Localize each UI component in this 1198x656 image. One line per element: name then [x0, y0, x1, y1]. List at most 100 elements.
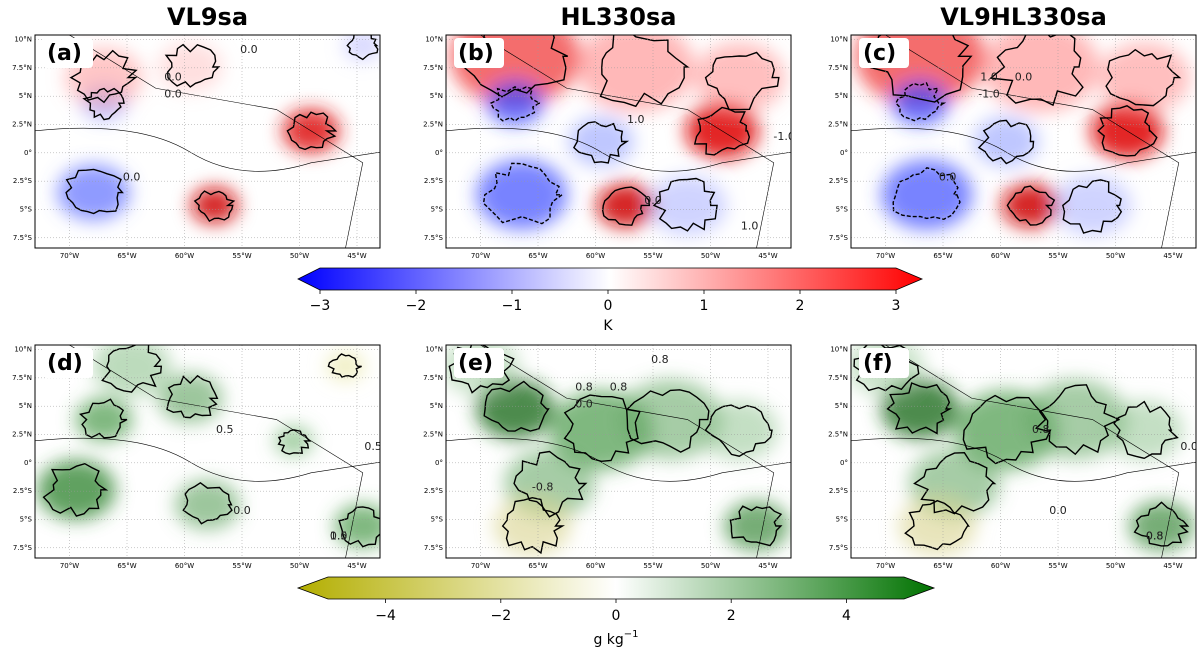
contour-label: 1.0 — [330, 530, 348, 543]
y-tick-label: 2.5°N — [12, 431, 32, 439]
field-blob — [92, 345, 171, 397]
panel-label-box — [859, 38, 909, 68]
x-tick-label: 60°W — [586, 562, 605, 570]
panel-label: (e) — [458, 351, 493, 376]
panel-frame — [850, 34, 1197, 249]
contour — [962, 394, 1052, 465]
contour — [729, 505, 783, 547]
panel-frame — [34, 34, 381, 249]
coastline — [446, 127, 791, 172]
x-tick-label: 65°W — [933, 252, 952, 260]
field — [446, 345, 789, 557]
contour — [482, 162, 565, 225]
contour-label: 0.8 — [610, 381, 628, 394]
contour — [82, 87, 125, 121]
y-tick-label: 2.5°S — [424, 177, 444, 185]
contour-label: 0.0 — [1180, 440, 1198, 453]
y-tick-label: 2.5°N — [423, 121, 443, 129]
y-tick-label: 2.5°S — [829, 487, 849, 495]
contour — [1006, 185, 1056, 226]
contour — [1062, 179, 1123, 234]
contour-label: 0.0 — [164, 71, 182, 84]
x-tick-label: 65°W — [528, 562, 547, 570]
x-tick-label: 50°W — [290, 252, 309, 260]
y-tick-label: 5°N — [835, 92, 848, 100]
panel-label-box — [43, 38, 93, 68]
contour — [166, 374, 219, 419]
x-tick-label: 70°W — [876, 562, 895, 570]
units-base: K — [603, 318, 613, 334]
contour — [599, 35, 690, 108]
contour-label: 0.0 — [1049, 504, 1067, 517]
x-tick-label: 65°W — [933, 562, 952, 570]
contour-label: 0.0 — [939, 171, 957, 184]
field-blob — [898, 496, 977, 557]
contour — [101, 345, 163, 393]
contour — [704, 404, 773, 457]
y-tick-label: 2.5°S — [424, 487, 444, 495]
map-panel: 0.8 -0.8 0.8 0.8 0.0 — [446, 345, 791, 558]
field-blob — [334, 504, 380, 549]
y-tick-label: 0° — [24, 459, 32, 467]
x-tick-label: 60°W — [991, 562, 1010, 570]
colorbar — [296, 576, 936, 600]
contour — [895, 82, 947, 122]
y-tick-label: 7.5°S — [424, 234, 444, 242]
colorbar-units: K — [603, 318, 613, 334]
map-panel: -1.0 1.0 0.0 1.0 — [446, 35, 791, 248]
x-tick-label: 55°W — [1048, 252, 1067, 260]
y-tick-label: 2.5°N — [828, 121, 848, 129]
contour — [327, 353, 362, 378]
panel-label: (d) — [47, 351, 83, 376]
contour — [483, 380, 550, 432]
x-tick-label: 60°W — [175, 562, 194, 570]
x-tick-label: 50°W — [701, 252, 720, 260]
y-tick-label: 7.5°N — [12, 64, 32, 72]
y-tick-label: 7.5°S — [13, 544, 33, 552]
contour-label: 1.0 — [627, 113, 645, 126]
x-tick-label: 60°W — [175, 252, 194, 260]
contour-label: -1.0 — [978, 88, 999, 101]
x-tick-label: 70°W — [471, 252, 490, 260]
colorbar — [297, 267, 924, 291]
y-tick-label: 7.5°N — [828, 374, 848, 382]
contour-label: 1.0 — [741, 220, 759, 233]
contour-label: 0.0 — [575, 398, 593, 411]
panel-frame — [34, 344, 381, 559]
contour — [79, 398, 128, 439]
x-tick-label: 70°W — [876, 252, 895, 260]
x-tick-label: 55°W — [1048, 562, 1067, 570]
contour — [1113, 400, 1179, 460]
x-tick-label: 50°W — [1106, 562, 1125, 570]
contour — [704, 51, 780, 111]
x-tick-label: 60°W — [991, 252, 1010, 260]
contour — [164, 43, 221, 88]
colorbar-tick-label: −1 — [502, 298, 523, 314]
x-tick-label: 65°W — [117, 562, 136, 570]
field-blob — [982, 35, 1100, 112]
panel-label: (c) — [863, 41, 896, 66]
colorbar-tick-label: 3 — [892, 298, 901, 314]
field-blob — [1098, 42, 1190, 113]
contour — [346, 35, 379, 61]
contour — [563, 394, 641, 463]
x-tick-label: 65°W — [528, 252, 547, 260]
x-tick-label: 65°W — [117, 252, 136, 260]
contour — [573, 121, 630, 164]
x-tick-label: 55°W — [232, 252, 251, 260]
field-blob — [891, 81, 949, 126]
contour-label: 0.5 — [364, 440, 382, 453]
contour — [513, 450, 588, 518]
field-blob — [618, 379, 723, 460]
y-tick-label: 2.5°S — [13, 177, 33, 185]
coastline — [851, 437, 1196, 482]
contour-label: 1.0 — [980, 71, 998, 84]
contour-label: 0.0 — [644, 194, 662, 207]
y-tick-label: 7.5°N — [828, 64, 848, 72]
x-tick-label: 50°W — [701, 562, 720, 570]
contour — [193, 190, 236, 223]
field-blob — [881, 159, 973, 230]
contour — [904, 499, 970, 551]
x-tick-label: 60°W — [586, 252, 605, 260]
